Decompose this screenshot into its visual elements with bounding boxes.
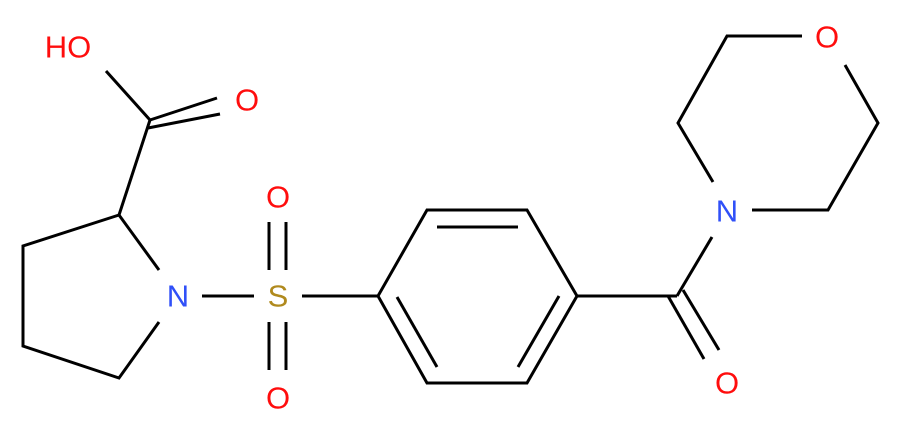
bonds [21, 34, 880, 385]
atom-pyrrolidine-nitrogen: N [167, 279, 189, 314]
atom-hydroxyl: HO [45, 30, 92, 65]
atom-labels: HO O N S O O O N O [45, 20, 839, 416]
atom-sulfur: S [268, 279, 289, 314]
bond-morpholine-left [676, 34, 802, 183]
atom-amide-oxygen: O [715, 366, 739, 401]
atom-sulfonyl-oxygen-bottom: O [266, 381, 290, 416]
bond-c-oh [104, 69, 152, 122]
atom-morpholine-oxygen: O [815, 20, 839, 55]
benzene-ring [376, 208, 579, 385]
bond-carbonyl-n [675, 236, 714, 297]
benzene-inner-right [516, 295, 561, 368]
bond-c-o-double-b [147, 112, 221, 130]
atom-carboxyl-oxygen: O [235, 83, 259, 118]
bond-pyrrolidine-ring [21, 213, 161, 380]
bond-amide-o-a [666, 295, 706, 360]
bond-morpholine-right [752, 64, 880, 212]
atom-sulfonyl-oxygen-top: O [266, 180, 290, 215]
benzene-inner-left [395, 296, 439, 368]
bond-c-o-double-a [149, 96, 218, 122]
bond-carboxyl-calpha [117, 119, 152, 216]
atom-morpholine-nitrogen: N [716, 194, 738, 229]
bond-amide-o-b [681, 289, 721, 351]
bond-calpha-n [117, 214, 161, 271]
